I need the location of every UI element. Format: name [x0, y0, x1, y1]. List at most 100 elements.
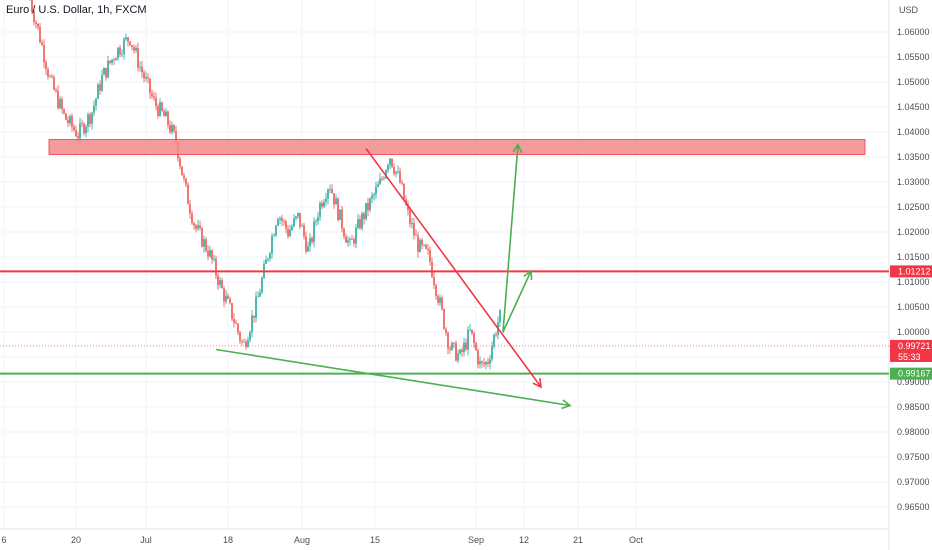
candle-body: [399, 171, 401, 183]
red-level-badge-label: 1.01212: [898, 266, 931, 276]
green-level-badge: [890, 367, 932, 380]
candle-body: [277, 219, 279, 226]
candle-body: [57, 90, 59, 109]
candle-body: [239, 332, 241, 341]
x-tick-label: 21: [573, 535, 583, 545]
candle-body: [71, 116, 73, 127]
candle-body: [441, 297, 443, 309]
candle-body: [131, 44, 133, 47]
candle-body: [247, 340, 249, 347]
candle-body: [39, 26, 41, 43]
candle-body: [109, 60, 111, 64]
candle-body: [309, 237, 311, 247]
candle-body: [387, 165, 389, 171]
candle-body: [443, 308, 445, 329]
candle-body: [165, 111, 167, 117]
candle-body: [227, 295, 229, 299]
x-tick-label: Jul: [140, 535, 152, 545]
candle-body: [337, 198, 339, 221]
candle-body: [119, 47, 121, 55]
candle-body: [377, 184, 379, 188]
candle-body: [209, 250, 211, 257]
candle-body: [415, 235, 417, 236]
green-level-badge-label: 0.99167: [898, 369, 931, 379]
y-tick-label: 0.96500: [897, 502, 930, 512]
candle-body: [313, 221, 315, 243]
candle-body: [335, 198, 337, 205]
y-tick-label: 1.03500: [897, 152, 930, 162]
y-tick-label: 1.05500: [897, 52, 930, 62]
candle-body: [341, 209, 343, 229]
candle-body: [257, 296, 259, 298]
candle-body: [53, 76, 55, 90]
candle-body: [85, 126, 87, 134]
candle-body: [409, 210, 411, 225]
candle-body: [151, 93, 153, 97]
candle-body: [293, 218, 295, 227]
candle-body: [321, 202, 323, 207]
candle-body: [487, 361, 489, 364]
candle-body: [439, 297, 441, 303]
candle-body: [455, 342, 457, 361]
candle-body: [301, 225, 303, 227]
candle-body: [485, 361, 487, 365]
candle-body: [489, 359, 491, 364]
candle-body: [99, 84, 101, 91]
current-price-badge-countdown: 55:33: [898, 352, 921, 362]
x-tick-label: Sep: [468, 535, 484, 545]
candle-body: [483, 362, 485, 365]
candle-body: [179, 158, 181, 167]
candle-body: [295, 216, 297, 219]
candle-body: [445, 328, 447, 333]
projection-arrow-low[interactable]: [502, 270, 532, 333]
projection-arrow-high[interactable]: [502, 144, 519, 333]
candle-body: [315, 221, 317, 223]
candle-body: [305, 236, 307, 252]
candle-body: [379, 178, 381, 185]
candles: [29, 0, 501, 370]
candle-body: [457, 353, 459, 361]
candle-body: [283, 221, 285, 222]
candle-body: [155, 97, 157, 107]
candle-body: [243, 341, 245, 343]
candle-body: [121, 54, 123, 55]
candle-body: [47, 69, 49, 77]
candle-body: [95, 98, 97, 106]
candle-body: [145, 77, 147, 79]
candle-body: [117, 47, 119, 59]
candle-body: [389, 158, 391, 166]
candle-body: [149, 78, 151, 94]
y-tick-label: 1.00500: [897, 302, 930, 312]
candle-body: [69, 116, 71, 124]
x-tick-label: 15: [370, 535, 380, 545]
candle-body: [481, 361, 483, 363]
candle-body: [447, 332, 449, 349]
green-trendline-arrow[interactable]: [215, 348, 571, 407]
candle-body: [159, 102, 161, 116]
candle-body: [427, 248, 429, 250]
candle-body: [41, 42, 43, 46]
resistance-zone[interactable]: [48, 139, 866, 155]
candle-body: [67, 119, 69, 124]
red-trendline-arrow[interactable]: [365, 148, 542, 388]
candle-body: [229, 298, 231, 304]
candle-body: [395, 171, 397, 174]
candle-body: [361, 213, 363, 229]
candle-body: [143, 72, 145, 79]
drawings[interactable]: [0, 139, 889, 410]
candle-body: [317, 216, 319, 222]
y-tick-label: 1.03000: [897, 177, 930, 187]
candle-body: [451, 342, 453, 350]
x-tick-label: 6: [1, 535, 6, 545]
candle-body: [273, 235, 275, 237]
candle-body: [469, 329, 471, 331]
candle-body: [249, 332, 251, 341]
candle-body: [163, 110, 165, 117]
candle-body: [127, 37, 129, 42]
candle-body: [359, 219, 361, 229]
candle-body: [499, 309, 501, 323]
candle-body: [225, 295, 227, 302]
candle-body: [287, 228, 289, 237]
